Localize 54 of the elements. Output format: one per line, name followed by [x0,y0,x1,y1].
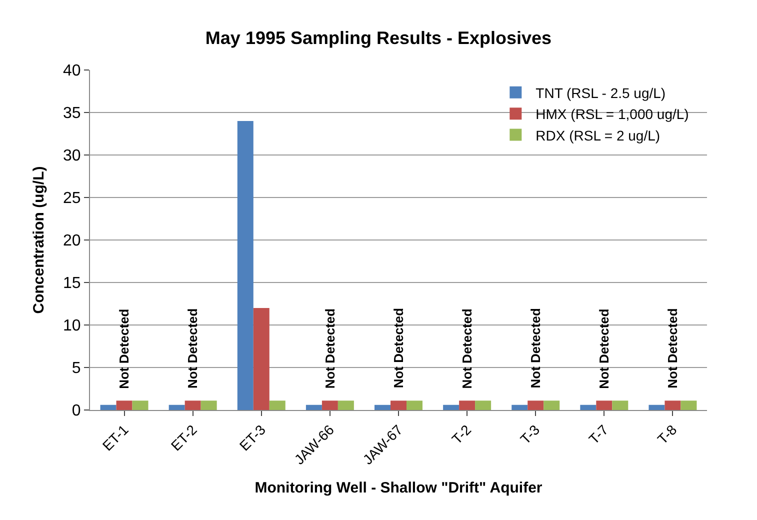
bar [612,400,628,410]
y-tick-label: 5 [72,360,81,378]
bar [306,404,322,410]
bar [443,404,460,410]
bar [253,308,270,410]
annotation: Not Detected [665,308,680,388]
y-tick-label: 10 [63,318,81,335]
bar [237,121,254,410]
bar [184,400,201,410]
bar [459,400,476,410]
legend-label: HMX (RSL = 1,000 ug/L) [536,106,689,122]
bar [580,404,596,410]
bar [596,400,612,410]
x-tick-label: T-8 [654,421,680,448]
bar [200,400,217,410]
bar [680,400,697,410]
bar [544,400,560,410]
y-tick-label: 20 [63,232,81,250]
y-tick-label: 15 [63,275,81,292]
annotation: Not Detected [596,308,612,389]
bar [338,400,354,410]
y-tick-label: 40 [63,62,81,80]
annotation: Not Detected [459,308,474,389]
x-axis-title: Monitoring Well - Shallow "Drift" Aquifer [254,480,542,497]
bar [390,400,406,410]
x-tick-label: T-7 [586,421,612,448]
bar [100,404,116,410]
x-tick-label: T-2 [448,421,474,448]
bar [406,400,422,410]
annotation: Not Detected [185,308,200,388]
bar [168,404,185,410]
bar [116,400,132,410]
y-tick-label: 25 [63,190,81,208]
bar [132,400,148,410]
bar [664,400,681,410]
y-tick-label: 0 [72,402,81,420]
y-tick-label: 35 [63,105,81,122]
chart-title: May 1995 Sampling Results - Explosives [205,28,552,48]
legend-label: TNT (RSL - 2.5 ug/L) [536,84,666,101]
annotation: Not Detected [390,308,406,388]
legend-label: RDX (RSL = 2 ug/L) [536,127,660,144]
bar [512,404,528,410]
bar [528,400,544,410]
y-tick-label: 30 [63,148,81,165]
bar [374,404,390,410]
bar [322,400,338,410]
x-tick-label: T-3 [517,421,543,448]
bar [648,404,665,410]
annotation: Not Detected [116,308,132,389]
annotation: Not Detected [322,308,338,389]
bar [269,400,286,410]
annotation: Not Detected [528,308,543,388]
y-axis-title: Concentration (ug/L) [30,166,48,314]
bar [475,400,492,410]
